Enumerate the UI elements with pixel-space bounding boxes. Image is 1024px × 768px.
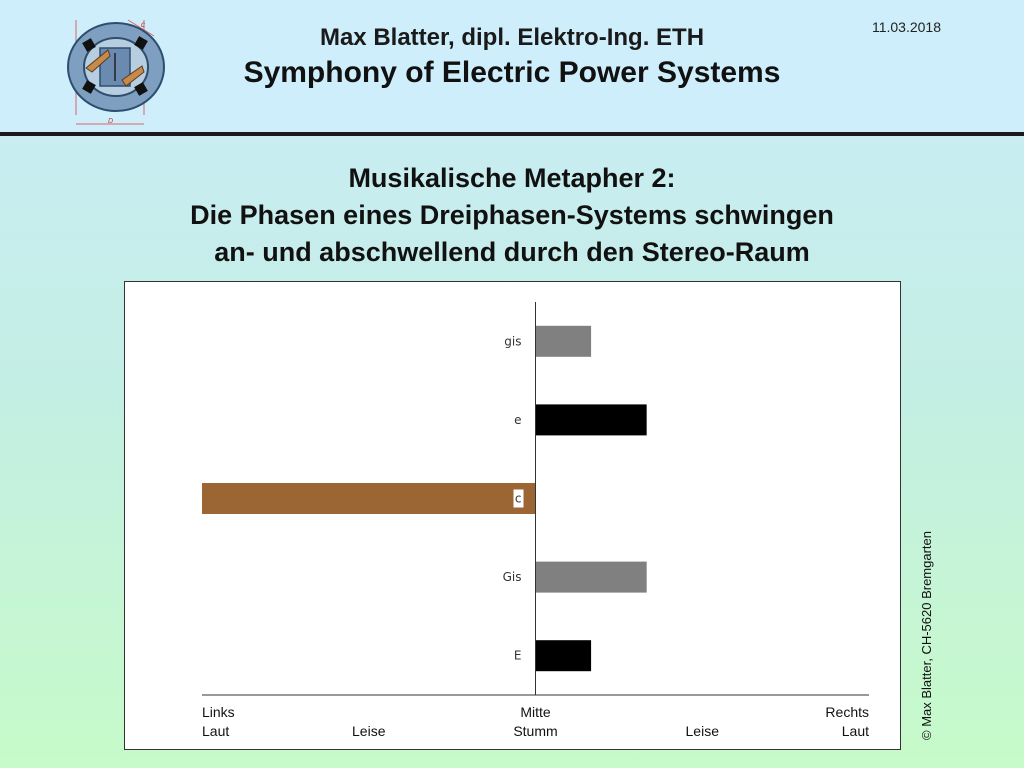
generator-logo-icon: c D — [67, 19, 165, 125]
logo-label-c: c — [141, 20, 145, 29]
bar-Gis — [535, 561, 647, 593]
author-text: Max Blatter, dipl. Elektro-Ing. ETH — [319, 24, 705, 51]
axis-label-row2-4: Laut — [842, 723, 869, 739]
bar-c — [202, 483, 536, 514]
header-divider — [0, 132, 1024, 136]
logo-label-d: D — [108, 118, 113, 125]
label-highlight-c — [513, 489, 524, 508]
axis-label-row2-1: Leise — [352, 723, 386, 739]
stereo-bar-chart: gis e c Gis E Links Mitte Rechts Laut Leise Stumm L… — [124, 281, 901, 750]
slide-title: Musikalische Metapher 2: Die Phasen eine… — [0, 160, 1024, 271]
category-label-E: E — [514, 649, 522, 663]
axis-label-row1-2: Rechts — [825, 704, 869, 720]
slide-title-line-1: Musikalische Metapher 2: — [348, 163, 676, 193]
axis-label-row1-0: Links — [202, 704, 235, 720]
chart-canvas: gis e c Gis E Links Mitte Rechts Laut Leise Stumm L… — [202, 302, 869, 739]
category-label-Gis: Gis — [503, 570, 522, 584]
copyright-note: © Max Blatter, CH-5620 Bremgarten — [919, 531, 934, 740]
axis-label-row1-1: Mitte — [520, 704, 551, 720]
slide-header — [0, 0, 1024, 133]
presentation-title: Symphony of Electric Power Systems — [243, 56, 781, 89]
axis-label-row2-0: Laut — [202, 723, 229, 739]
bar-E — [535, 640, 592, 672]
category-label-c: c — [515, 492, 522, 506]
bar-e — [535, 404, 647, 436]
axis-label-row2-2: Stumm — [513, 723, 557, 739]
author-line: Max Blatter, dipl. Elektro-Ing. ETH — [0, 24, 1024, 52]
category-label-e: e — [514, 413, 521, 427]
category-label-gis: gis — [504, 334, 521, 348]
slide-title-line-2: Die Phasen eines Dreiphasen-Systems schw… — [190, 200, 834, 230]
slide-date: 11.03.2018 — [871, 19, 941, 35]
slide-title-line-3: an- und abschwellend durch den Stereo-Ra… — [214, 237, 810, 267]
axis-label-row2-3: Leise — [686, 723, 720, 739]
bar-gis — [535, 325, 592, 357]
